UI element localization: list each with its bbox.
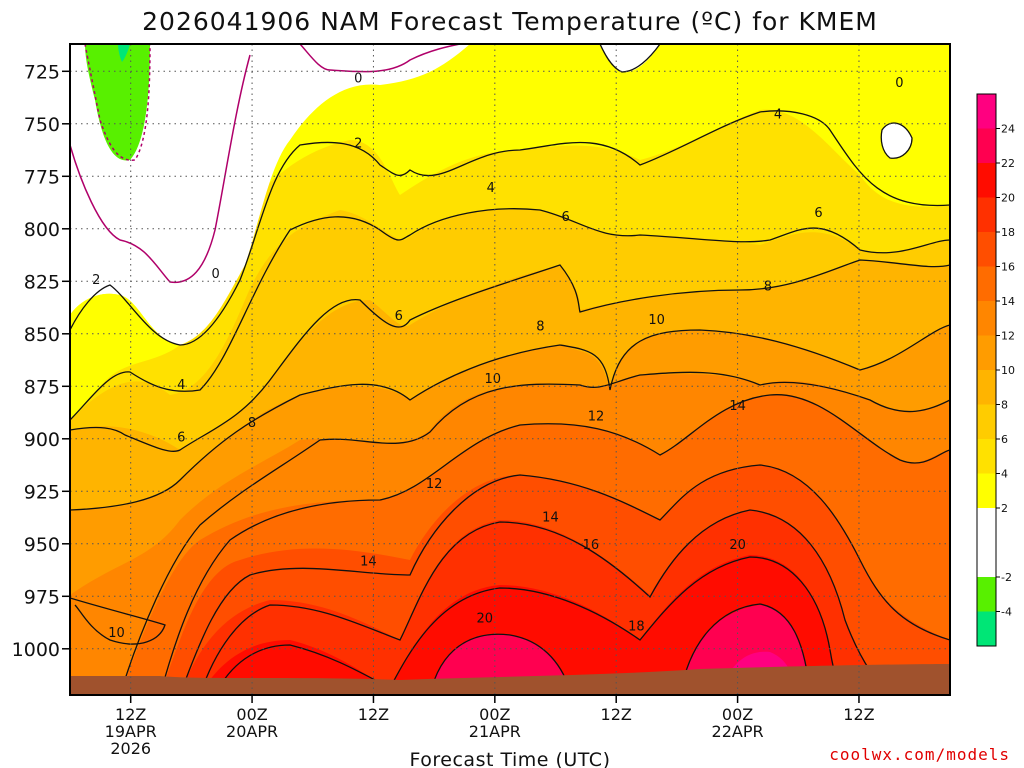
y-tick-label: 900 [24,429,60,451]
colorbar-swatch [977,94,996,129]
temperature-fill [70,44,950,695]
colorbar-label: 20 [1001,192,1015,205]
y-tick-label: 800 [24,219,60,241]
colorbar-label: -2 [1001,571,1012,584]
x-tick-date: 22APR [712,722,764,741]
colorbar-swatch [977,266,996,301]
y-tick-label: 875 [24,376,60,398]
contour-label: 14 [729,399,746,414]
contour-label: 10 [648,313,665,328]
x-tick-label: 12Z [601,705,632,724]
colorbar-label: 24 [1001,123,1015,136]
colorbar-label: -4 [1001,606,1012,619]
ground-surface [70,664,950,695]
colorbar-swatch [977,473,996,508]
contour-label: 4 [774,107,782,122]
y-tick-label: 950 [24,534,60,556]
contour-label: 4 [487,181,495,196]
contour-label: 18 [628,620,645,635]
contour-label: 14 [360,555,377,570]
contour-label: 4 [177,378,185,393]
x-tick-label: 12Z [358,705,389,724]
contour-label: 12 [588,410,605,425]
y-tick-label: 750 [24,114,60,136]
colorbar-swatch [977,611,996,646]
x-tick-year: 2026 [110,739,151,758]
colorbar-swatch [977,301,996,336]
colorbar-swatch [977,577,996,612]
x-tick-date: 20APR [226,722,278,741]
grid-lines [70,44,950,695]
colorbar-swatch [977,404,996,439]
contour-label: 12 [426,477,443,492]
colorbar-label: 16 [1001,261,1015,274]
y-tick-label: 975 [24,586,60,608]
colorbar-swatch [977,370,996,405]
colorbar-label: 14 [1001,295,1015,308]
x-axis-label: Forecast Time (UTC) [410,749,611,768]
contour-label: 2 [92,273,100,288]
y-axis: 725 750 775 800 825 850 875 900 925 950 975 1000 [12,61,70,661]
contour-label: 14 [542,511,559,526]
x-tick-label: 00Z [479,705,510,724]
colorbar-swatch [977,508,996,543]
colorbar-swatch [977,197,996,232]
contour-label: 6 [177,431,185,446]
colorbar-label: 18 [1001,226,1015,239]
contour-label: 10 [108,626,125,641]
contour-label: 0 [354,72,362,87]
contour-label: 6 [561,210,569,225]
contour-label: 8 [764,280,772,295]
colorbar-label: 8 [1001,399,1008,412]
colorbar-swatch [977,128,996,163]
colorbar-label: 22 [1001,157,1015,170]
x-tick-label: 12Z [843,705,874,724]
credit-text: coolwx.com/models [829,745,1010,764]
colorbar-label: 4 [1001,468,1008,481]
colorbar-label: 6 [1001,433,1008,446]
colorbar-label: 12 [1001,330,1015,343]
contour-label: 16 [583,538,600,553]
chart-title: 2026041906 NAM Forecast Temperature (ºC)… [142,7,878,36]
x-tick-label: 00Z [722,705,753,724]
y-tick-label: 850 [24,324,60,346]
x-tick-label: 00Z [236,705,267,724]
y-tick-label: 725 [24,61,60,83]
colorbar-swatch [977,335,996,370]
y-tick-label: 775 [24,166,60,188]
contour-label: 10 [485,372,502,387]
contour-label: 6 [814,206,822,221]
y-tick-label: 825 [24,271,60,293]
contour-label: 0 [895,76,903,91]
contour-label: 2 [354,137,362,152]
x-tick-date: 19APR [105,722,157,741]
colorbar-swatch [977,163,996,198]
colorbar-swatch [977,232,996,267]
contour-label: 6 [395,309,403,324]
isotherms [70,44,950,695]
colorbar-label: 10 [1001,364,1015,377]
colorbar-label: 2 [1001,502,1008,515]
contour-label: 0 [212,267,220,282]
colorbar-swatch [977,439,996,474]
contour-label: 20 [476,611,493,626]
colorbar-swatch [977,542,996,577]
x-tick-label: 12Z [115,705,146,724]
plot-frame [69,43,951,696]
x-tick-date: 21APR [469,722,521,741]
y-tick-label: 1000 [12,639,60,661]
y-tick-label: 925 [24,481,60,503]
contour-label: 8 [536,319,544,334]
